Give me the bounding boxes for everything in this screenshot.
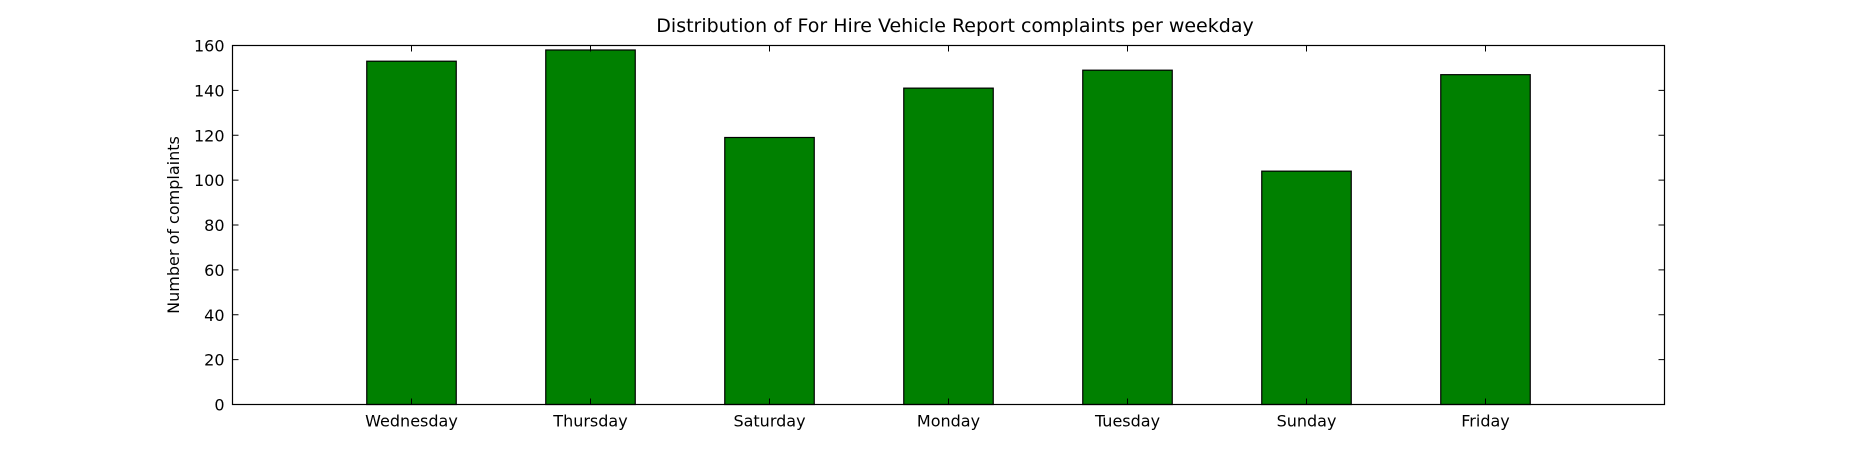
y-tick-label: 0 bbox=[214, 396, 224, 415]
y-tick-label: 120 bbox=[194, 126, 225, 145]
ticks-layer bbox=[232, 45, 1665, 405]
bar-sunday bbox=[1261, 170, 1352, 406]
y-tick-label: 80 bbox=[204, 216, 224, 235]
x-tick-label: Wednesday bbox=[365, 412, 458, 431]
bar-saturday bbox=[724, 136, 815, 406]
bar-thursday bbox=[545, 49, 636, 406]
bar-friday bbox=[1440, 74, 1531, 406]
plot-frame bbox=[231, 44, 1666, 406]
y-tick-label: 40 bbox=[204, 306, 224, 325]
x-tick-label: Monday bbox=[917, 412, 980, 431]
bar-monday bbox=[903, 87, 994, 406]
y-tick-label: 100 bbox=[194, 171, 225, 190]
x-tick-label: Saturday bbox=[733, 412, 805, 431]
y-axis-label: Number of complaints bbox=[164, 136, 183, 314]
y-tick-label: 140 bbox=[194, 81, 225, 100]
bars-layer bbox=[366, 49, 1531, 406]
tick-labels-layer: Wednesday Thursday Saturday Monday Tuesday Su… bbox=[194, 37, 1510, 431]
y-tick-label: 60 bbox=[204, 261, 224, 280]
y-tick-label: 20 bbox=[204, 351, 224, 370]
x-tick-label: Sunday bbox=[1277, 412, 1337, 431]
bar-wednesday bbox=[366, 60, 457, 406]
bar-tuesday bbox=[1082, 69, 1173, 406]
x-tick-label: Thursday bbox=[552, 412, 627, 431]
x-tick-label: Tuesday bbox=[1094, 412, 1160, 431]
y-tick-label: 160 bbox=[194, 37, 225, 56]
chart-title: Distribution of For Hire Vehicle Report … bbox=[656, 15, 1253, 37]
x-tick-label: Friday bbox=[1461, 412, 1510, 431]
